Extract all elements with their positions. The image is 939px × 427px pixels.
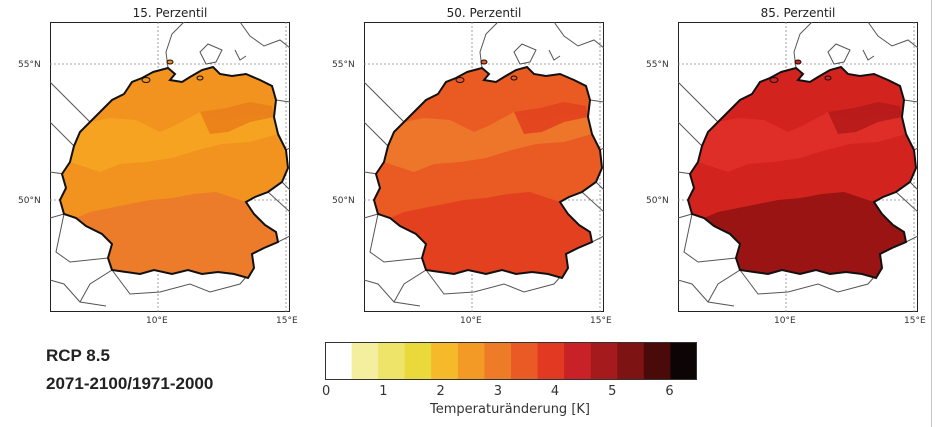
map-panel-50-percentile xyxy=(363,21,605,312)
neighbor-border xyxy=(683,213,737,263)
warmer-region-northeast xyxy=(200,102,274,134)
period-label: 2071-2100/1971-2000 xyxy=(46,374,214,393)
colorbar-segment xyxy=(564,342,592,380)
neighbor-border xyxy=(199,43,223,65)
colorbar-segment xyxy=(537,342,565,380)
frame-line xyxy=(931,0,932,427)
neighbor-border xyxy=(895,99,919,213)
colorbar-tick-label: 2 xyxy=(436,384,445,399)
island xyxy=(794,59,802,65)
lon-label-10e: 10°E xyxy=(146,316,168,326)
neighbor-border xyxy=(867,21,919,49)
colorbar-tick-label: 0 xyxy=(322,384,331,399)
neighbor-border xyxy=(862,49,875,61)
island xyxy=(824,75,832,81)
warmer-region-south xyxy=(64,192,278,278)
neighbor-border xyxy=(581,99,605,213)
island xyxy=(480,59,488,65)
colorbar-segment xyxy=(484,342,512,380)
lon-label-15e: 15°E xyxy=(904,316,926,326)
lon-label-15e: 15°E xyxy=(276,316,298,326)
lon-label-10e: 10°E xyxy=(460,316,482,326)
island xyxy=(455,77,465,83)
neighbor-border xyxy=(165,21,185,69)
colorbar-segment xyxy=(378,342,406,380)
neighbor-border xyxy=(677,81,719,147)
scenario-label: RCP 8.5 xyxy=(46,346,110,365)
lon-label-15e: 15°E xyxy=(590,316,612,326)
warmer-region-south xyxy=(378,192,592,278)
colorbar-tick-label: 5 xyxy=(608,384,617,399)
warmer-region-northeast xyxy=(828,102,902,134)
colorbar-segment xyxy=(511,342,539,380)
colorbar xyxy=(325,342,697,380)
colorbar-tick-label: 1 xyxy=(379,384,388,399)
neighbor-border xyxy=(548,49,561,61)
germany-map xyxy=(363,21,605,312)
neighbor-border xyxy=(239,21,291,49)
neighbor-border xyxy=(55,213,109,263)
colorbar-frame xyxy=(325,342,697,380)
neighbor-border xyxy=(591,235,605,243)
neighbor-border xyxy=(267,99,291,213)
warmer-region-northeast xyxy=(514,102,588,134)
lon-label-10e: 10°E xyxy=(774,316,796,326)
lat-label-55n: 55°N xyxy=(332,60,355,70)
colorbar-segment xyxy=(325,342,353,380)
neighbor-border xyxy=(363,81,405,147)
colorbar-segment xyxy=(351,342,379,380)
germany-border xyxy=(372,65,604,280)
germany-map xyxy=(49,21,291,312)
lat-label-50n: 50°N xyxy=(332,196,355,206)
colorbar-segment xyxy=(617,342,645,380)
colorbar-segment xyxy=(590,342,618,380)
warmer-region-south xyxy=(692,192,906,278)
neighbor-border xyxy=(49,81,91,147)
neighbor-border xyxy=(363,279,421,307)
germany-border xyxy=(686,65,918,280)
colorbar-tick-label: 3 xyxy=(493,384,502,399)
colorbar-segment xyxy=(643,342,671,380)
colorbar-tick-label: 4 xyxy=(550,384,560,399)
island xyxy=(769,77,779,83)
neighbor-border xyxy=(369,213,423,263)
island xyxy=(510,75,518,81)
colorbar-title: Temperaturänderung [K] xyxy=(430,402,590,417)
panel-title-15: 15. Perzentil xyxy=(132,6,208,20)
germany-border xyxy=(58,65,290,280)
neighbor-border xyxy=(793,21,813,69)
colorbar-segment xyxy=(404,342,432,380)
lat-label-50n: 50°N xyxy=(18,196,41,206)
lat-label-50n: 50°N xyxy=(646,196,669,206)
island xyxy=(196,75,204,81)
neighbor-border xyxy=(479,21,499,69)
neighbor-border xyxy=(905,235,919,243)
neighbor-border xyxy=(277,235,291,243)
neighbor-border xyxy=(677,279,735,307)
colorbar-segment xyxy=(431,342,459,380)
neighbor-border xyxy=(827,43,851,65)
germany-map xyxy=(677,21,919,312)
lat-label-55n: 55°N xyxy=(18,60,41,70)
neighbor-border xyxy=(234,49,247,61)
colorbar-segment xyxy=(457,342,485,380)
colorbar-tick-label: 6 xyxy=(665,384,674,399)
panel-title-85: 85. Perzentil xyxy=(760,6,836,20)
colorbar-segment xyxy=(670,342,697,380)
panel-title-50: 50. Perzentil xyxy=(446,6,522,20)
map-panel-85-percentile xyxy=(677,21,919,312)
neighbor-border xyxy=(553,21,605,49)
neighbor-border xyxy=(513,43,537,65)
lat-label-55n: 55°N xyxy=(646,60,669,70)
island xyxy=(166,59,174,65)
island xyxy=(141,77,151,83)
neighbor-border xyxy=(49,279,107,307)
map-panel-15-percentile xyxy=(49,21,291,312)
